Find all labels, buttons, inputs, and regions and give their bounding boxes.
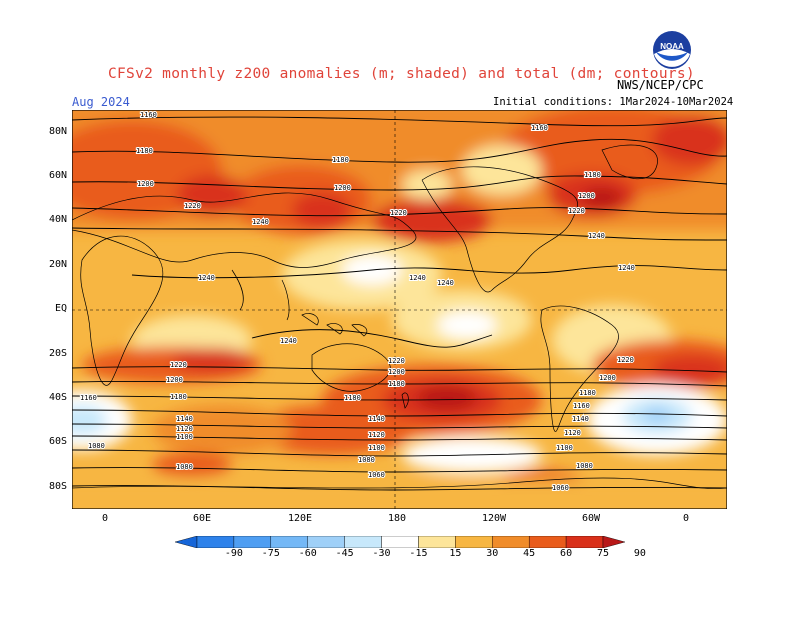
contour-label: 1160 [573,402,590,410]
contour-label: 1240 [437,279,454,287]
contour-label: 1080 [576,462,593,470]
contour-label: 1060 [368,471,385,479]
contour-label: 1240 [280,337,297,345]
lat-label: 40S [48,392,67,403]
contour-label: 1220 [184,202,201,210]
map-title: CFSv2 monthly z200 anomalies (m; shaded)… [108,66,695,82]
lat-label: 60N [48,170,67,181]
lat-label: 80S [48,481,67,492]
contour-label-layer: 1160118012001220124011801200122011601180… [79,110,636,493]
organization-label: NWS/NCEP/CPC [617,78,704,92]
contour-label: 1180 [170,393,187,401]
colorbar-label: -60 [298,548,317,559]
contour-label: 1060 [552,484,569,492]
contour-label: 1100 [556,444,573,452]
colorbar-swatch [418,536,456,548]
colorbar-label: 30 [486,548,499,559]
contour-label: 1080 [88,442,105,450]
contour-label: 1220 [617,356,634,364]
colorbar-label: -30 [372,548,391,559]
lat-label: 80N [48,126,67,137]
contour-label: 1100 [368,444,385,452]
colorbar-label: 15 [449,548,462,559]
colorbar-swatch [455,536,493,548]
contour-label: 1120 [368,431,385,439]
lon-label: 120W [481,513,507,524]
contour-label: 1220 [390,209,407,217]
colorbar-swatch [344,536,382,548]
contour-label: 1120 [564,429,581,437]
contour-label: 1220 [388,357,405,365]
valid-month: Aug 2024 [72,95,130,109]
lat-label: 20S [48,348,67,359]
colorbar-swatch [565,536,604,548]
colorbar-swatch [528,536,567,548]
contour-label: 1200 [578,192,595,200]
colorbar-label: 90 [633,548,646,559]
contour-label: 1160 [80,394,97,402]
colorbar-label: -75 [261,548,280,559]
contour-label: 1080 [176,463,193,471]
contour-label: 1180 [344,394,361,402]
colorbar-label: -15 [409,548,428,559]
contour-label: 1120 [176,425,193,433]
lat-label: 60S [48,436,67,447]
contour-label: 1200 [599,374,616,382]
contour-label: 1180 [332,156,349,164]
contour-label: 1240 [409,274,426,282]
contour-label: 1200 [388,368,405,376]
lon-label: 180 [387,513,407,524]
lon-label: 120E [287,513,313,524]
svg-text:NOAA: NOAA [660,42,684,51]
colorbar-swatch [492,536,530,548]
anomaly-shading [72,110,727,509]
colorbar-label: -90 [224,548,243,559]
contour-label: 1140 [368,415,385,423]
lat-label: 40N [48,214,67,225]
noaa-logo-icon: NOAA [653,31,691,69]
colorbar-swatch [381,536,419,548]
lat-label: EQ [54,303,67,314]
colorbar-swatch [175,536,198,548]
contour-label: 1240 [588,232,605,240]
colorbar-swatch [270,536,308,548]
colorbar-label: 45 [523,548,536,559]
contour-label: 1200 [166,376,183,384]
colorbar-swatch [602,536,625,548]
contour-label: 1200 [334,184,351,192]
contour-label: 1140 [176,415,193,423]
colorbar-label: 75 [596,548,610,559]
contour-label: 1240 [252,218,269,226]
contour-label: 1100 [176,433,193,441]
contour-label: 1180 [584,171,601,179]
contour-label: 1220 [568,207,585,215]
contour-label: 1180 [388,380,405,388]
coastlines [72,144,727,489]
lon-label: 0 [101,513,109,524]
colorbar-swatch [233,536,272,548]
colorbar-label: 60 [560,548,573,559]
anomaly-map: 1160118012001220124011801200122011601180… [72,110,727,509]
height-contours [72,116,727,491]
colorbar-swatch [196,536,235,548]
graticule [72,110,727,509]
contour-label: 1160 [531,124,548,132]
contour-label: 1080 [358,456,375,464]
lat-label: 20N [48,259,67,270]
contour-label: 1220 [170,361,187,369]
colorbar [175,536,625,548]
contour-label: 1140 [572,415,589,423]
contour-label: 1180 [136,147,153,155]
contour-label: 1180 [579,389,596,397]
lon-label: 0 [682,513,690,524]
lon-label: 60E [192,513,212,524]
contour-label: 1240 [198,274,215,282]
lon-label: 60W [581,513,601,524]
contour-label: 1160 [140,111,157,119]
initial-conditions: Initial conditions: 1Mar2024-10Mar2024 [493,96,734,108]
colorbar-swatch [307,536,345,548]
contour-label: 1240 [618,264,635,272]
contour-label: 1200 [137,180,154,188]
colorbar-label: -45 [335,548,354,559]
